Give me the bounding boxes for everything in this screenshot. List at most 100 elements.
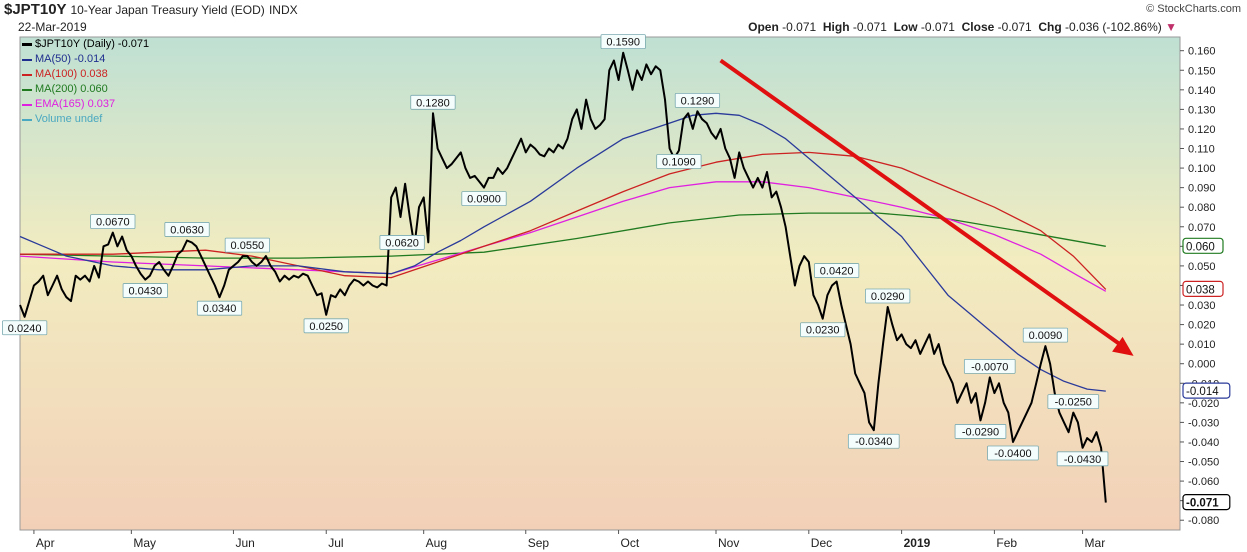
chart-legend: $JPT10Y (Daily) -0.071 MA(50) -0.014 MA(10… xyxy=(22,37,149,127)
y-tick-label: 0.020 xyxy=(1188,320,1216,332)
trend-arrow-line xyxy=(719,58,1125,349)
y-tick-label: 0.080 xyxy=(1188,202,1216,214)
value-annotation: 0.1590 xyxy=(600,34,646,50)
right-axis-tag: -0.071 xyxy=(1182,494,1231,511)
value-annotation: 0.0620 xyxy=(379,235,425,250)
exchange-label: INDX xyxy=(268,3,298,17)
value-annotation-label: -0.0070 xyxy=(971,361,1008,373)
y-tick-label: 0.030 xyxy=(1188,300,1216,312)
high-value: -0.071 xyxy=(852,20,887,34)
right-axis-tag-label: -0.014 xyxy=(1186,386,1219,398)
y-tick-label: -0.040 xyxy=(1188,437,1219,449)
series-line-ma100 xyxy=(20,151,1107,290)
value-annotation-label: 0.1280 xyxy=(416,97,450,109)
value-annotation-label: 0.0900 xyxy=(467,194,501,206)
value-annotation: 0.0290 xyxy=(865,288,911,304)
trend-arrow-head xyxy=(1112,336,1134,356)
symbol-description: 10-Year Japan Treasury Yield (EOD) xyxy=(70,3,265,17)
y-tick-label: 0.070 xyxy=(1188,222,1216,234)
value-annotation-box xyxy=(122,283,168,298)
legend-entry: $JPT10Y (Daily) -0.071 xyxy=(22,37,149,52)
y-tick-label: -0.080 xyxy=(1188,515,1219,527)
right-axis-tag-box xyxy=(1182,237,1224,254)
value-annotation-box xyxy=(656,154,702,169)
value-annotation-label: 0.0090 xyxy=(1029,330,1063,342)
symbol-text: $JPT10Y xyxy=(4,1,67,18)
value-annotation-label: 0.0630 xyxy=(170,224,204,236)
legend-swatch xyxy=(22,118,32,121)
x-tick-label: Oct xyxy=(621,536,640,550)
value-annotation-box xyxy=(1056,451,1109,467)
series-line-ema165 xyxy=(19,181,1107,292)
value-annotation: 0.0670 xyxy=(90,214,136,230)
value-annotation: 0.0630 xyxy=(164,222,210,237)
value-annotation-label: -0.0290 xyxy=(962,426,999,438)
legend-entry: MA(100) 0.038 xyxy=(22,67,149,82)
legend-entry: MA(200) 0.060 xyxy=(22,82,149,97)
stockcharts-brand[interactable]: © StockCharts.com xyxy=(1146,3,1241,15)
value-annotation-label: 0.0240 xyxy=(8,323,42,335)
value-annotation-label: -0.0340 xyxy=(855,436,892,448)
y-tick-label: 0.090 xyxy=(1188,183,1216,195)
value-annotation-box xyxy=(196,300,243,316)
value-annotation: 0.1090 xyxy=(656,154,702,169)
value-annotation-label: 0.0250 xyxy=(309,321,343,333)
value-annotation-box xyxy=(963,359,1016,374)
legend-swatch xyxy=(22,73,32,76)
value-annotation: -0.0400 xyxy=(987,445,1039,461)
value-annotation-label: 0.0670 xyxy=(96,217,130,229)
value-annotation-label: 0.0290 xyxy=(871,291,905,303)
ohlc-readout: Open -0.071 High -0.071 Low -0.071 Close… xyxy=(748,20,1177,34)
value-annotation: 0.0900 xyxy=(461,191,507,207)
x-tick-label: May xyxy=(133,536,156,550)
right-axis-tag-box xyxy=(1182,494,1231,511)
chg-label: Chg xyxy=(1038,20,1062,34)
right-axis-tag-label: 0.038 xyxy=(1186,284,1215,296)
value-annotation-box xyxy=(1022,327,1069,343)
value-annotation-label: -0.0430 xyxy=(1064,454,1101,466)
value-annotation-box xyxy=(224,237,270,253)
value-annotation: 0.0230 xyxy=(800,322,846,338)
y-tick-label: 0.050 xyxy=(1188,261,1216,273)
x-tick-label: Dec xyxy=(811,536,832,550)
legend-label: MA(50) -0.014 xyxy=(35,53,106,65)
chg-value: -0.036 (-102.86%) xyxy=(1065,20,1162,34)
y-tick-label: 0.150 xyxy=(1188,65,1216,77)
high-label: High xyxy=(822,20,850,34)
x-tick-label: 2019 xyxy=(904,536,931,550)
y-tick-label: -0.020 xyxy=(1188,398,1219,410)
right-axis-tag: 0.038 xyxy=(1182,280,1224,297)
series-line-ma50 xyxy=(19,112,1106,392)
x-tick-label: Mar xyxy=(1085,536,1106,550)
value-annotation-label: 0.1590 xyxy=(606,37,640,49)
value-annotation-box xyxy=(847,433,900,449)
legend-swatch xyxy=(22,88,32,91)
y-tick-label: 0.160 xyxy=(1188,46,1216,58)
close-label: Close xyxy=(961,20,995,34)
value-annotation-box xyxy=(461,191,507,207)
right-axis-tag-label: -0.071 xyxy=(1186,498,1219,510)
right-axis-tag-box xyxy=(1182,382,1231,399)
series-line-price xyxy=(19,51,1107,503)
value-annotation-box xyxy=(987,445,1039,461)
value-annotation-box xyxy=(814,263,860,278)
value-annotation-label: 0.0620 xyxy=(385,237,419,249)
value-annotation-label: 0.0420 xyxy=(820,266,854,278)
y-tick-label: 0.140 xyxy=(1188,85,1216,97)
legend-label: MA(200) 0.060 xyxy=(35,83,108,95)
value-annotation-label: -0.0400 xyxy=(994,448,1031,460)
x-tick-label: Feb xyxy=(996,536,1017,550)
low-label: Low xyxy=(893,20,918,34)
close-value: -0.071 xyxy=(997,20,1032,34)
x-tick-label: Jul xyxy=(328,536,343,550)
value-annotation-box xyxy=(379,235,425,250)
right-axis-tag: -0.014 xyxy=(1182,382,1231,399)
value-annotation-box xyxy=(800,322,846,338)
value-annotation: -0.0430 xyxy=(1056,451,1109,467)
y-tick-label: 0.010 xyxy=(1188,339,1216,351)
legend-swatch xyxy=(22,58,32,61)
value-annotation-box xyxy=(954,424,1007,439)
right-axis-tag-label: 0.060 xyxy=(1186,241,1215,253)
value-annotation: 0.0550 xyxy=(224,237,270,253)
